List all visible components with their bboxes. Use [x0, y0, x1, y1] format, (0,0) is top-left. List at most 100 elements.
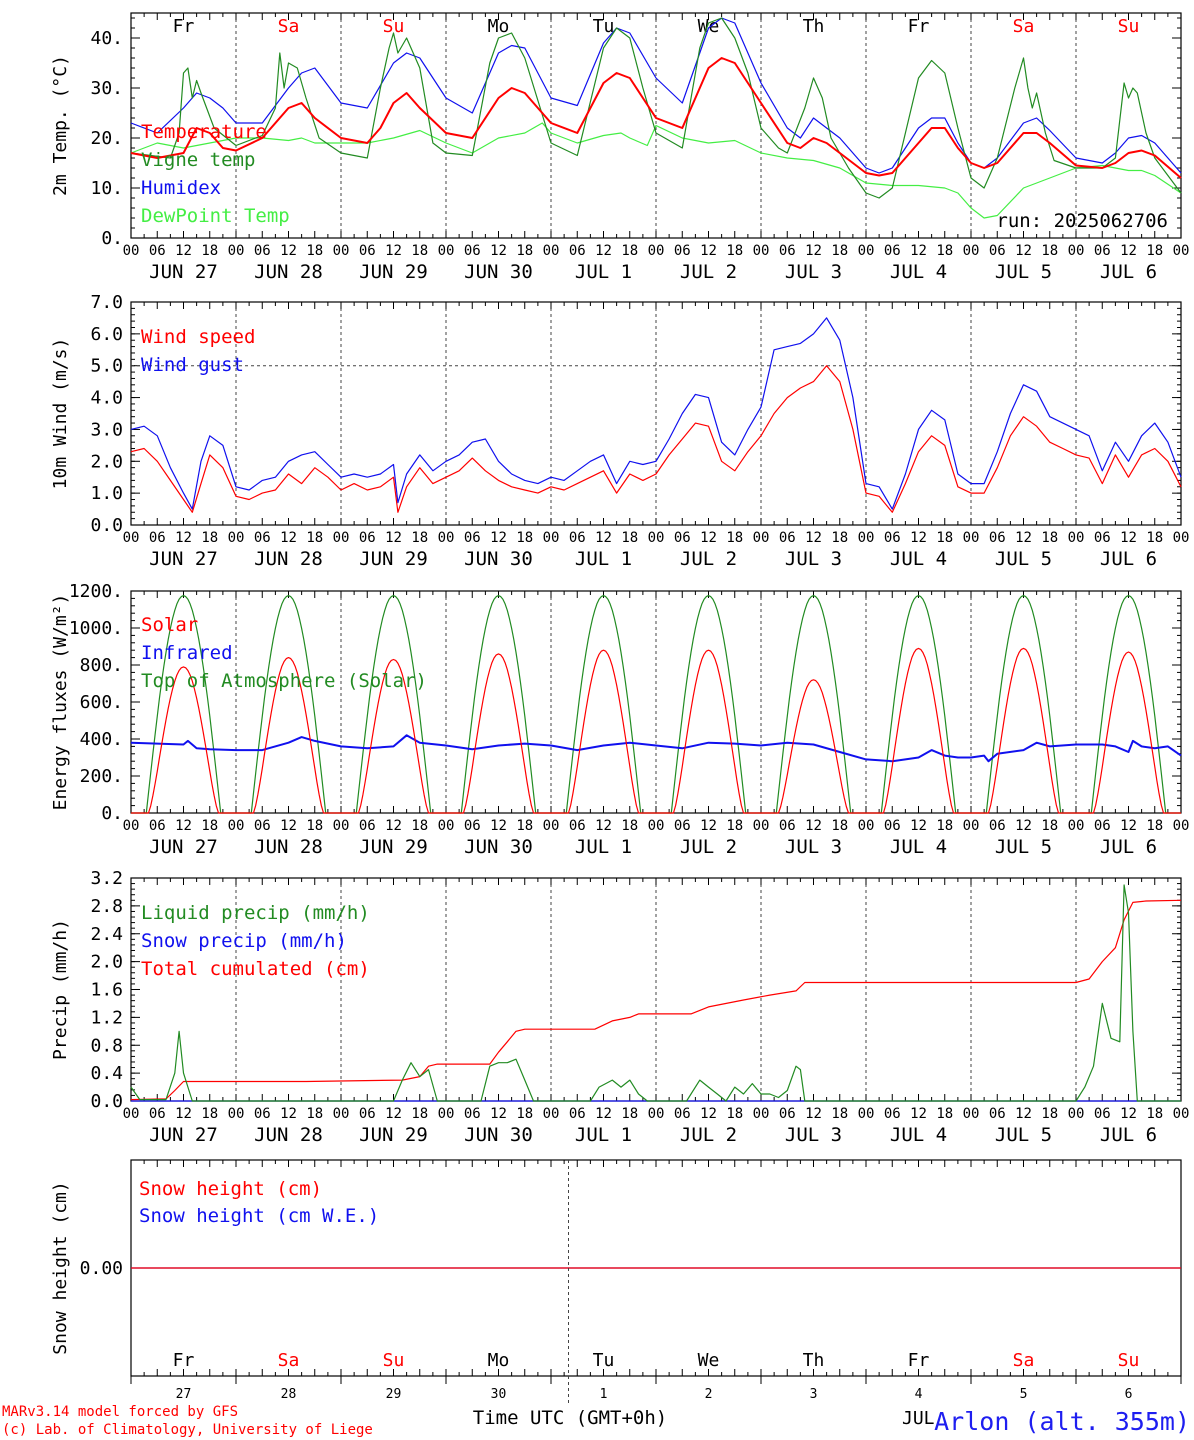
- hour-tick-label: 12: [1015, 530, 1032, 546]
- series-line: [130, 17, 1182, 199]
- y-tick-label: 2.0: [90, 451, 123, 472]
- date-label: JUN 30: [464, 548, 533, 570]
- date-label: JUL 6: [1100, 1124, 1157, 1146]
- hour-tick-label: 12: [385, 818, 402, 834]
- date-label: JUN 30: [464, 836, 533, 858]
- day-number: 5: [1020, 1387, 1028, 1402]
- hour-tick-label: 00: [963, 530, 980, 546]
- hour-tick-label: 18: [726, 818, 743, 834]
- hour-tick-label: 06: [779, 243, 796, 259]
- hour-tick-label: 18: [1041, 818, 1058, 834]
- hour-tick-label: 06: [779, 1106, 796, 1122]
- date-label: JUL 4: [890, 548, 947, 570]
- hour-tick-label: 18: [1146, 530, 1163, 546]
- hour-tick-label: 00: [963, 243, 980, 259]
- hour-tick-label: 18: [621, 1106, 638, 1122]
- date-label: JUN 29: [359, 261, 428, 283]
- y-tick-label: 0.: [101, 228, 123, 249]
- hour-tick-label: 12: [1120, 1106, 1137, 1122]
- y-tick-label: 5.0: [90, 356, 123, 377]
- y-tick-label: 200.: [80, 766, 123, 787]
- hour-tick-label: 12: [385, 530, 402, 546]
- hour-tick-label: 18: [936, 1106, 953, 1122]
- footer: Time UTC (GMT+0h) MARv3.14 model forced …: [2, 1404, 1190, 1438]
- hour-tick-label: 12: [175, 530, 192, 546]
- hour-tick-label: 06: [884, 818, 901, 834]
- legend-entry: Snow precip (mm/h): [141, 930, 347, 952]
- hour-tick-label: 00: [1068, 530, 1085, 546]
- hour-tick-label: 18: [621, 243, 638, 259]
- hour-tick-label: 06: [1094, 818, 1111, 834]
- y-tick-label: 1200.: [69, 581, 123, 602]
- hour-tick-label: 12: [595, 818, 612, 834]
- day-label: Sa: [278, 16, 300, 37]
- y-tick-label: 2.8: [90, 896, 123, 917]
- legend-entry: Snow height (cm): [139, 1178, 322, 1200]
- date-label: JUL 6: [1100, 261, 1157, 283]
- date-label: JUL 4: [890, 261, 947, 283]
- date-label: JUN 28: [254, 261, 323, 283]
- hour-tick-label: 00: [123, 818, 140, 834]
- series-line: [131, 647, 1181, 814]
- day-label: Fr: [173, 1350, 195, 1371]
- hour-tick-label: 06: [569, 818, 586, 834]
- hour-tick-label: 00: [963, 1106, 980, 1122]
- hour-tick-label: 12: [385, 1106, 402, 1122]
- footer-credit-1: MARv3.14 model forced by GFS: [2, 1404, 238, 1420]
- hour-tick-label: 00: [543, 243, 560, 259]
- hour-tick-label: 06: [989, 243, 1006, 259]
- snow-panel: 0.00 Snow height (cm) Snow height (cm) Snow…: [50, 1159, 1182, 1406]
- y-axis-label: Snow height (cm): [50, 1181, 71, 1354]
- legend-entry: Wind gust: [141, 354, 244, 376]
- day-number: 3: [810, 1387, 818, 1402]
- date-label: JUN 28: [254, 548, 323, 570]
- hour-tick-label: 00: [438, 1106, 455, 1122]
- hour-tick-label: 18: [831, 530, 848, 546]
- plot-frame: [130, 301, 1182, 526]
- temperature-panel: 0. 10. 20. 30. 40. 2m Temp. (°C) Fr Sa Su Mo Tu We T…: [50, 12, 1189, 283]
- hour-tick-label: 00: [648, 243, 665, 259]
- date-label: JUL 2: [680, 548, 737, 570]
- day-label: Th: [803, 16, 825, 37]
- day-number: 28: [281, 1387, 297, 1402]
- hour-tick-label: 00: [438, 530, 455, 546]
- hour-tick-label: 12: [595, 243, 612, 259]
- date-label: JUL 2: [680, 1124, 737, 1146]
- hour-tick-label: 00: [753, 243, 770, 259]
- hour-tick-label: 18: [936, 818, 953, 834]
- hour-tick-label: 12: [280, 243, 297, 259]
- day-label: We: [698, 16, 720, 37]
- hour-tick-label: 00: [858, 818, 875, 834]
- station-label: Arlon (alt. 355m): [934, 1407, 1190, 1436]
- hour-tick-label: 18: [831, 818, 848, 834]
- y-tick-label: 7.0: [90, 292, 123, 313]
- hour-tick-label: 00: [858, 1106, 875, 1122]
- hour-tick-label: 00: [438, 818, 455, 834]
- date-label: JUN 28: [254, 836, 323, 858]
- hour-tick-label: 06: [254, 243, 271, 259]
- y-tick-label: 1000.: [69, 618, 123, 639]
- hour-tick-label: 18: [516, 818, 533, 834]
- hour-tick-label: 12: [805, 243, 822, 259]
- hour-tick-label: 18: [201, 1106, 218, 1122]
- hour-tick-label: 00: [543, 1106, 560, 1122]
- hour-tick-label: 12: [1015, 818, 1032, 834]
- hour-tick-label: 06: [1094, 1106, 1111, 1122]
- hour-tick-label: 00: [333, 818, 350, 834]
- date-label: JUL 3: [785, 548, 842, 570]
- legend-entry: Temperature: [141, 121, 267, 143]
- hour-tick-label: 00: [1173, 818, 1190, 834]
- hour-tick-label: 00: [963, 818, 980, 834]
- hour-tick-label: 06: [464, 530, 481, 546]
- hour-tick-label: 06: [674, 243, 691, 259]
- hour-tick-label: 18: [306, 243, 323, 259]
- y-tick-label: 0.8: [90, 1035, 123, 1056]
- legend-entry: Infrared: [141, 642, 233, 664]
- date-label: JUL 3: [785, 1124, 842, 1146]
- hour-tick-label: 18: [936, 243, 953, 259]
- date-label: JUL 1: [575, 548, 632, 570]
- y-tick-label: 4.0: [90, 388, 123, 409]
- hour-tick-label: 12: [1015, 1106, 1032, 1122]
- hour-tick-label: 00: [228, 243, 245, 259]
